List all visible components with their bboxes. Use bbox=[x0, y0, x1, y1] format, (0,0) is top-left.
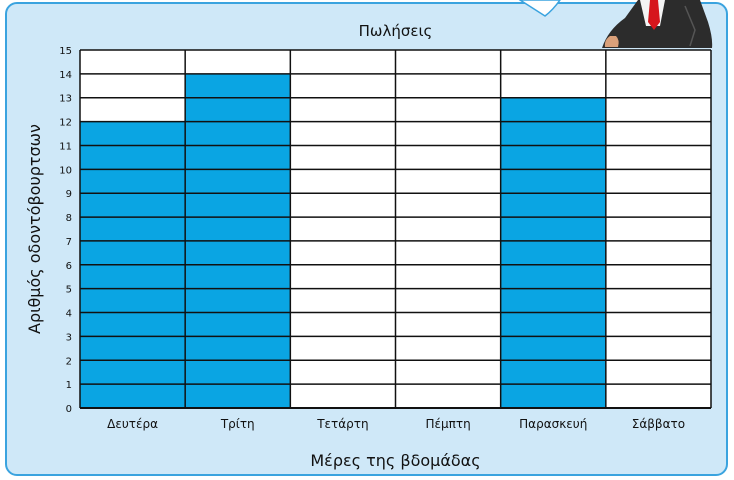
x-axis-label: Μέρες της βδομάδας bbox=[310, 451, 480, 470]
callout-bubble bbox=[518, 0, 561, 17]
y-tick-label: 13 bbox=[59, 94, 72, 105]
x-tick-label: Σάββατο bbox=[632, 417, 685, 431]
y-tick-label: 1 bbox=[66, 380, 72, 391]
y-tick-label: 6 bbox=[66, 261, 72, 272]
y-tick-label: 9 bbox=[66, 189, 72, 200]
y-tick-label: 5 bbox=[66, 285, 72, 296]
y-tick-label: 11 bbox=[59, 141, 72, 152]
y-tick-label: 4 bbox=[66, 309, 72, 320]
x-tick-label: Τετάρτη bbox=[316, 417, 368, 431]
y-tick-label: 10 bbox=[59, 165, 72, 176]
chart-title: Πωλήσεις bbox=[359, 22, 433, 40]
y-tick-label: 3 bbox=[66, 332, 72, 343]
y-tick-label: 2 bbox=[66, 356, 72, 367]
x-tick-label: Παρασκευή bbox=[519, 417, 587, 431]
businessman-illustration bbox=[602, 0, 713, 48]
grid-layer bbox=[79, 49, 712, 409]
bar-5 bbox=[500, 97, 606, 408]
y-tick-label: 15 bbox=[59, 46, 72, 57]
y-tick-label: 14 bbox=[59, 70, 72, 81]
y-axis-label: Αριθμός οδοντόβουρτσων bbox=[25, 124, 44, 334]
y-tick-label: 12 bbox=[59, 118, 72, 129]
y-tick-label: 0 bbox=[66, 404, 72, 415]
x-tick-label: Πέμπτη bbox=[425, 417, 470, 431]
y-tick-label: 7 bbox=[66, 237, 72, 248]
x-tick-label: Τρίτη bbox=[220, 417, 255, 431]
y-tick-label: 8 bbox=[66, 213, 72, 224]
x-tick-label: Δευτέρα bbox=[107, 417, 158, 431]
